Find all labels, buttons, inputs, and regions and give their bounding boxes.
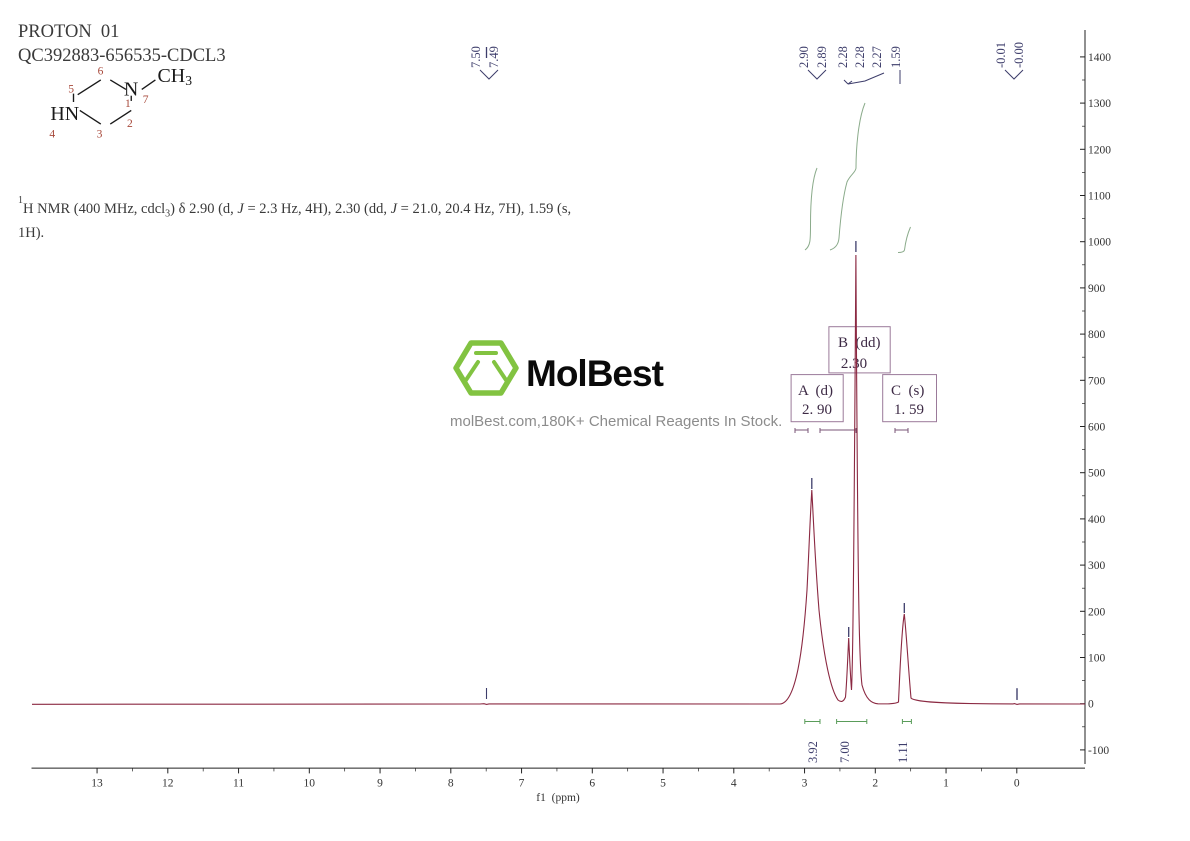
svg-text:700: 700: [1088, 375, 1106, 387]
svg-text:9: 9: [377, 777, 383, 789]
svg-text:8: 8: [448, 777, 454, 789]
svg-text:11: 11: [233, 777, 244, 789]
svg-text:0: 0: [1014, 777, 1020, 789]
svg-text:6: 6: [589, 777, 595, 789]
svg-text:1000: 1000: [1088, 237, 1111, 249]
svg-text:0: 0: [1088, 699, 1094, 711]
svg-text:900: 900: [1088, 283, 1106, 295]
svg-text:300: 300: [1088, 560, 1106, 572]
svg-text:200: 200: [1088, 606, 1106, 618]
svg-text:600: 600: [1088, 422, 1106, 434]
svg-text:4: 4: [731, 777, 737, 789]
svg-text:7: 7: [519, 777, 525, 789]
svg-text:-100: -100: [1088, 745, 1109, 757]
svg-text:3: 3: [802, 777, 808, 789]
svg-text:7.00: 7.00: [838, 741, 852, 763]
svg-text:10: 10: [304, 777, 316, 789]
svg-text:1200: 1200: [1088, 144, 1111, 156]
svg-text:1400: 1400: [1088, 52, 1111, 64]
svg-text:12: 12: [162, 777, 174, 789]
svg-text:1: 1: [943, 777, 949, 789]
svg-text:3.92: 3.92: [806, 741, 820, 763]
svg-text:2: 2: [872, 777, 878, 789]
svg-text:400: 400: [1088, 514, 1106, 526]
svg-text:1100: 1100: [1088, 191, 1111, 203]
svg-text:1.11: 1.11: [896, 742, 910, 763]
svg-text:800: 800: [1088, 329, 1106, 341]
svg-text:f1 (ppm): f1 (ppm): [536, 792, 580, 804]
svg-text:5: 5: [660, 777, 666, 789]
svg-text:500: 500: [1088, 468, 1106, 480]
svg-text:1300: 1300: [1088, 98, 1111, 110]
svg-text:100: 100: [1088, 653, 1106, 665]
svg-text:13: 13: [91, 777, 103, 789]
